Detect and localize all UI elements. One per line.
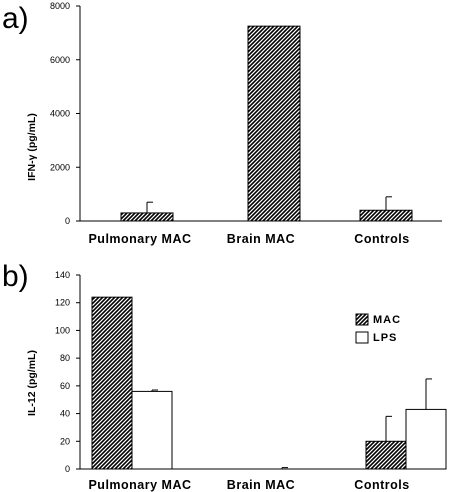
panel-b-legend: MAC LPS	[355, 313, 401, 344]
y-tick-label: 120	[55, 298, 70, 308]
y-tick-label: 60	[60, 381, 70, 391]
panel-a-bars	[120, 25, 413, 222]
panel-b-y-ticks: 0 20 40 60 80 100 120 140	[55, 270, 80, 474]
y-tick-label: 0	[65, 464, 70, 474]
panel-a-chart: a) IFN-γ (pg/mL) 0 2000 4000 6000 8000 Pulmo…	[2, 1, 442, 246]
bar	[247, 25, 301, 222]
y-tick-label: 40	[60, 409, 70, 419]
panel-a-y-ticks: 0 2000 4000 6000 8000	[50, 1, 80, 226]
y-tick-label: 4000	[50, 109, 70, 119]
bar	[120, 212, 174, 222]
panel-b-category-label: Pulmonary MAC	[88, 478, 191, 492]
panel-b-chart: b) IL-12 (pg/mL) 0 20 40 60 80 100 120 140 Pulm…	[2, 260, 447, 492]
panel-a-error-bars	[146, 196, 392, 213]
y-tick-label: 140	[55, 270, 70, 280]
y-tick-label: 8000	[50, 1, 70, 11]
legend-label-lps: LPS	[373, 332, 397, 344]
panel-b-y-axis-label: IL-12 (pg/mL)	[26, 350, 38, 416]
y-tick-label: 0	[65, 216, 70, 226]
y-tick-label: 80	[60, 353, 70, 363]
panel-b-label: b)	[2, 260, 29, 293]
bar	[365, 440, 407, 470]
y-tick-label: 2000	[50, 162, 70, 172]
bar	[91, 296, 133, 470]
panel-a-y-axis-label: IFN-γ (pg/mL)	[26, 113, 38, 181]
bar	[131, 390, 173, 470]
panel-a-category-label: Brain MAC	[227, 232, 295, 246]
panel-b-category-label: Controls	[354, 478, 409, 492]
panel-b-error-bars	[151, 378, 432, 469]
y-tick-label: 100	[55, 325, 70, 335]
panel-b-category-label: Brain MAC	[227, 478, 295, 492]
y-tick-label: 6000	[50, 55, 70, 65]
bar	[359, 209, 413, 222]
legend-label-mac: MAC	[373, 314, 401, 326]
y-tick-label: 20	[60, 436, 70, 446]
panel-a-label: a)	[2, 2, 29, 35]
legend-swatch-mac	[355, 313, 369, 326]
panel-a-category-label: Controls	[354, 232, 409, 246]
panel-a-category-label: Pulmonary MAC	[88, 232, 191, 246]
panel-b-bars	[91, 296, 447, 470]
legend-swatch-lps	[355, 331, 369, 344]
bar	[405, 408, 447, 470]
